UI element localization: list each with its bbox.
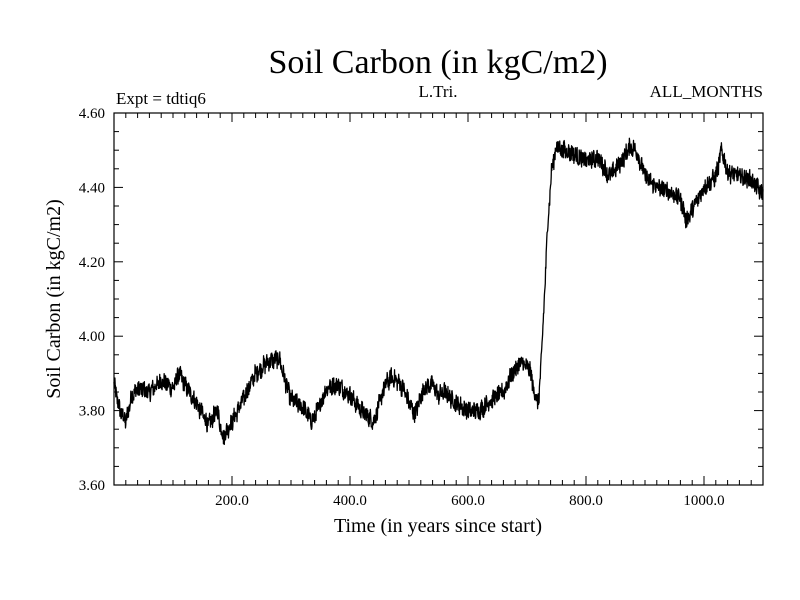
y-tick-label: 3.80 (79, 404, 105, 420)
x-tick-label: 1000.0 (683, 493, 724, 509)
x-axis-label: Time (in years since start) (334, 515, 542, 537)
y-axis-label: Soil Carbon (in kgC/m2) (43, 199, 65, 398)
months-label: ALL_MONTHS (650, 82, 763, 101)
x-tick-label: 400.0 (333, 493, 367, 509)
plot-frame (113, 112, 764, 486)
region-label: L.Tri. (418, 82, 457, 101)
x-tick-label: 600.0 (451, 493, 485, 509)
x-tick-label: 800.0 (569, 493, 603, 509)
y-tick-label: 4.00 (79, 329, 105, 345)
x-tick-label: 200.0 (215, 493, 249, 509)
y-tick-label: 4.40 (79, 180, 105, 196)
x-axis-ticks: 200.0 400.0 600.0 800.0 1000.0 (125, 113, 764, 509)
chart-title: Soil Carbon (in kgC/m2) (268, 44, 607, 81)
experiment-label: Expt = tdtiq6 (116, 89, 206, 108)
y-tick-label: 4.60 (79, 106, 105, 122)
series-line-soil-carbon (113, 137, 764, 445)
y-axis-ticks: 3.60 3.80 4.00 4.20 4.40 4.60 (79, 106, 763, 494)
y-tick-label: 4.20 (79, 255, 105, 271)
series-layer (113, 137, 764, 445)
y-tick-label: 3.60 (79, 478, 105, 494)
